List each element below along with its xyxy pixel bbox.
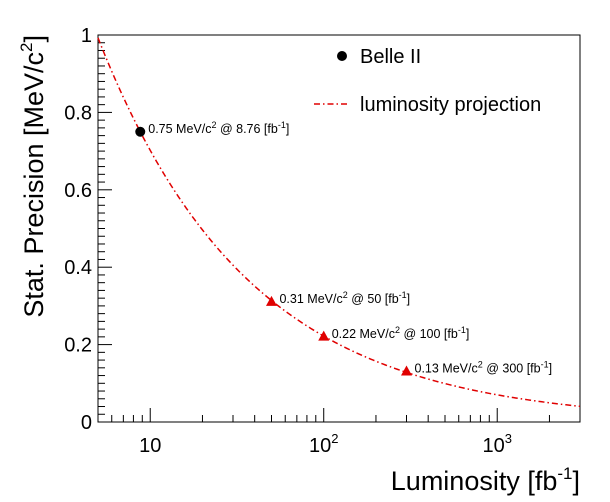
- y-tick-label: 0.2: [64, 335, 92, 357]
- data-point-projection: [265, 295, 277, 306]
- y-tick-label: 0.8: [64, 102, 92, 124]
- x-axis-title: Luminosity [fb-1]: [391, 464, 580, 496]
- x-tick-label: 103: [482, 431, 511, 457]
- data-label: 0.13 MeV/c2 @ 300 [fb-1]: [415, 360, 553, 376]
- y-tick-label: 0.6: [64, 180, 92, 202]
- data-label: 0.31 MeV/c2 @ 50 [fb-1]: [279, 290, 410, 306]
- y-tick-label: 1: [81, 25, 92, 47]
- legend-label: Belle II: [360, 46, 421, 68]
- y-tick-label: 0.4: [64, 257, 92, 279]
- data-label: 0.22 MeV/c2 @ 100 [fb-1]: [332, 325, 470, 341]
- y-tick-label: 0: [81, 412, 92, 434]
- y-axis-title: Stat. Precision [MeV/c2]: [17, 35, 49, 318]
- projection-curve: [97, 37, 581, 408]
- data-point-projection: [318, 330, 330, 341]
- x-tick-label: 102: [309, 431, 338, 457]
- legend-marker-belle2: [337, 51, 347, 61]
- legend-label: luminosity projection: [360, 94, 541, 116]
- data-point-projection: [401, 365, 413, 376]
- data-label: 0.75 MeV/c2 @ 8.76 [fb-1]: [148, 120, 289, 136]
- data-point-belle2: [135, 126, 146, 137]
- x-tick-label: 10: [139, 435, 161, 457]
